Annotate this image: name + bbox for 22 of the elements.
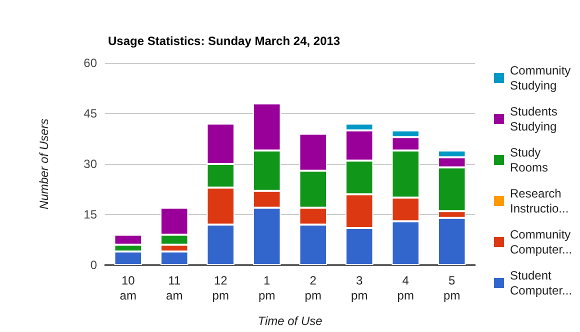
legend-label: Student Computer...	[510, 268, 572, 298]
y-tick-label: 30	[84, 157, 98, 171]
legend-label: Students Studying	[510, 104, 558, 134]
x-tick-label: 1 pm	[258, 274, 276, 302]
legend-label: Study Rooms	[510, 146, 548, 174]
x-tick-label: 11 am	[166, 274, 183, 302]
x-tick-label: 5 pm	[444, 274, 460, 302]
legend-label: Research Instructio...	[510, 186, 569, 216]
chart-title: Usage Statistics: Sunday March 24, 2013	[108, 34, 340, 48]
x-tick-label: 4 pm	[397, 274, 414, 302]
legend-label: Community Computer...	[510, 228, 572, 256]
y-tick-label: 60	[84, 56, 98, 70]
x-axis-title: Time of Use	[258, 314, 323, 328]
y-tick-label: 15	[84, 208, 98, 222]
y-axis-title: Number of Users	[37, 118, 51, 210]
x-tick-label: 10 am	[120, 274, 136, 302]
x-tick-label: 12 pm	[212, 274, 229, 302]
legend-label: Community Studying	[510, 64, 571, 92]
y-tick-label: 45	[84, 106, 98, 120]
x-tick-label: 2 pm	[304, 274, 322, 302]
y-tick-label: 0	[90, 258, 98, 272]
x-tick-label: 3 pm	[351, 274, 368, 302]
